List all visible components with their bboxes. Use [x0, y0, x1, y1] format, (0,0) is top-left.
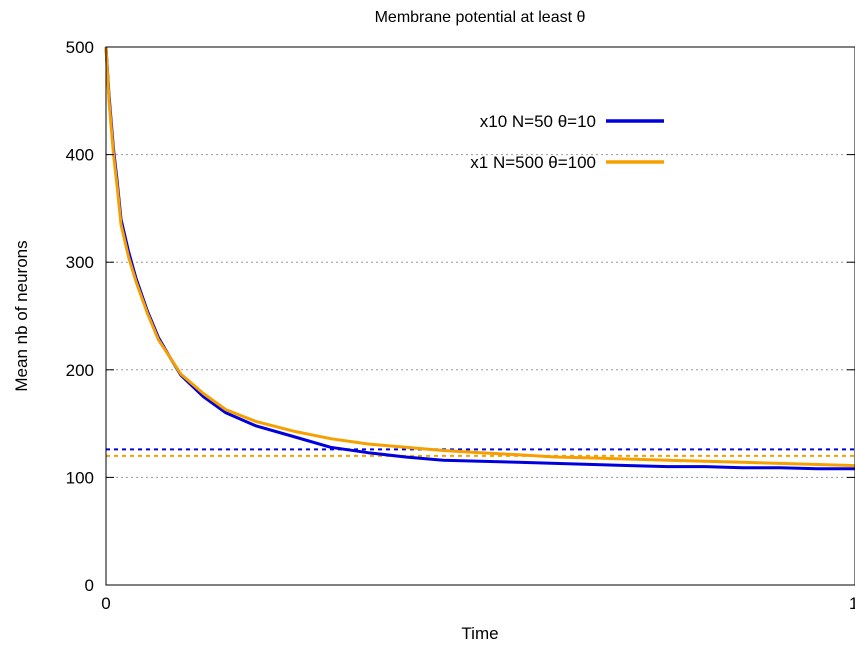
- y-tick-label: 400: [66, 146, 94, 165]
- y-tick-label: 0: [85, 576, 94, 595]
- x-tick-label: 0: [101, 594, 110, 613]
- y-tick-label: 500: [66, 38, 94, 57]
- legend-label: x10 N=50 θ=10: [480, 112, 596, 131]
- y-tick-label: 100: [66, 468, 94, 487]
- chart-title: Membrane potential at least θ: [375, 9, 586, 26]
- legend: x10 N=50 θ=10 x1 N=500 θ=100: [470, 112, 664, 172]
- legend-label: x1 N=500 θ=100: [470, 153, 596, 172]
- y-axis-label: Mean nb of neurons: [12, 240, 31, 391]
- series-line: [104, 46, 855, 468]
- y-tick-label: 300: [66, 253, 94, 272]
- series-lines: [104, 46, 855, 471]
- x-tick-label: 1: [849, 594, 855, 613]
- y-tick-label: 200: [66, 361, 94, 380]
- plot-frame: [105, 46, 855, 586]
- y-ticks: 0 100 200 300 400 500: [66, 38, 855, 595]
- grid: [106, 154, 855, 478]
- x-axis-label: Time: [461, 624, 498, 643]
- reference-lines: [106, 448, 855, 457]
